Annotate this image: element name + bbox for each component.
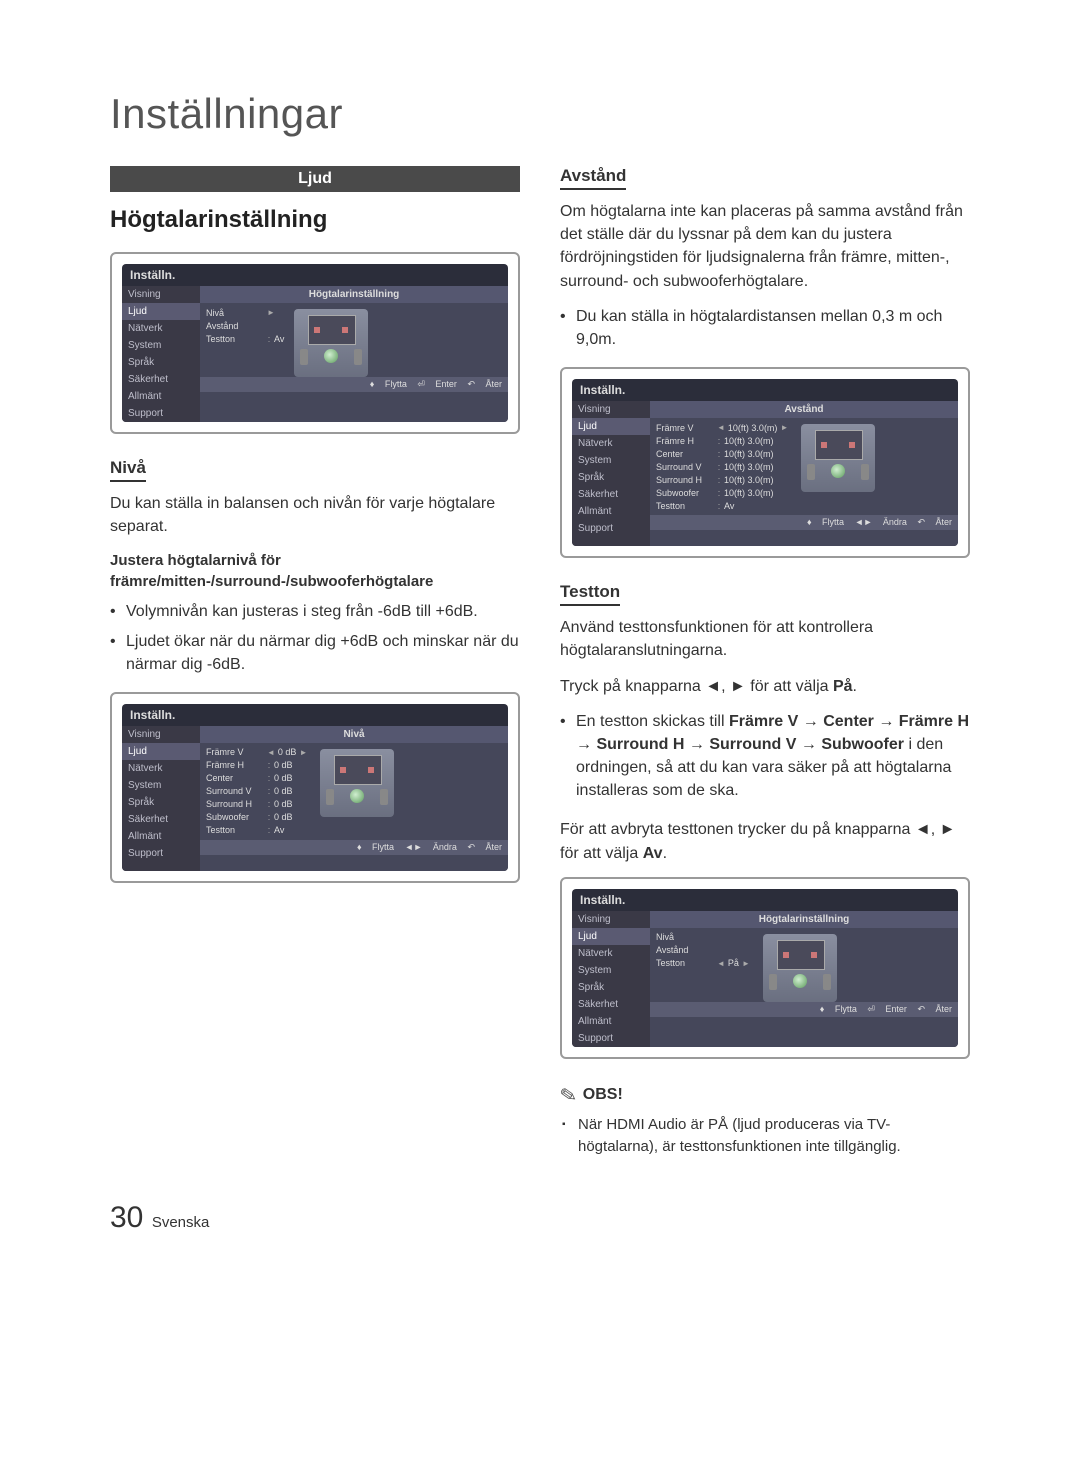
two-column-layout: Ljud Högtalarinställning Inställn. Visni… [110,166,970,1157]
mock-brand: Inställn. [122,264,508,286]
heading-testton: Testton [560,582,620,606]
sidebar-item: Allmänt [122,388,200,405]
testton-intro: Använd testtonsfunktionen för att kontro… [560,616,970,662]
page-number: 30 [110,1201,143,1234]
mock-footer: ♦ Flytta ⏎ Enter ↶ Åter [200,377,508,392]
list-item: Volymnivån kan justeras i steg från -6dB… [110,600,520,623]
speaker-layout-icon [801,424,875,492]
niva-bullets: Volymnivån kan justeras i steg från -6dB… [110,600,520,676]
mock-row-label: Nivå [206,308,264,318]
mock-sidebar: Visning Ljud Nätverk System Språk Säkerh… [122,726,200,871]
mock-panel-header: Nivå [200,726,508,743]
sidebar-item-active: Ljud [122,303,200,320]
heading-niva: Nivå [110,458,146,482]
mock-row-label: Avstånd [206,321,264,331]
list-item: Du kan ställa in högtalardistansen mella… [560,305,970,351]
testton-bullets: En testton skickas till Främre V → Cente… [560,710,970,803]
note-icon: ✎ [558,1082,579,1110]
obs-list: När HDMI Audio är PÅ (ljud produceras vi… [560,1114,970,1158]
niva-intro: Du kan ställa in balansen och nivån för … [110,492,520,538]
avstand-intro: Om högtalarna inte kan placeras på samma… [560,200,970,293]
right-column: Avstånd Om högtalarna inte kan placeras … [560,166,970,1157]
sidebar-item: Nätverk [122,320,200,337]
testton-cancel: För att avbryta testtonen trycker du på … [560,818,970,864]
niva-bold-instruction: Justera högtalarnivå för främre/mitten-/… [110,550,520,592]
sidebar-item: Språk [122,354,200,371]
heading-hogtalarinstallning: Högtalarinställning [110,206,520,234]
page-title: Inställningar [110,90,970,138]
sidebar-item: Support [122,405,200,422]
left-column: Ljud Högtalarinställning Inställn. Visni… [110,166,520,1157]
mock-brand: Inställn. [122,704,508,726]
speaker-layout-icon [294,309,368,377]
speaker-layout-icon [320,749,394,817]
obs-label: OBS! [583,1086,623,1104]
mock-footer: ♦ Flytta ◄► Ändra ↶ Åter [200,840,508,855]
speaker-layout-icon [763,934,837,1002]
sidebar-item: Visning [122,286,200,303]
mock-panel-header: Högtalarinställning [200,286,508,303]
list-item: När HDMI Audio är PÅ (ljud produceras vi… [560,1114,970,1158]
section-bar-ljud: Ljud [110,166,520,192]
screenshot-avstand: Inställn. Visning Ljud Nätverk System Sp… [560,367,970,558]
heading-avstand: Avstånd [560,166,626,190]
sidebar-item: Säkerhet [122,371,200,388]
obs-heading: ✎ OBS! [560,1083,970,1108]
list-item: En testton skickas till Främre V → Cente… [560,710,970,803]
mock-row-label: Testton [206,334,264,344]
page-language: Svenska [152,1214,210,1231]
avstand-bullets: Du kan ställa in högtalardistansen mella… [560,305,970,351]
testton-press: Tryck på knapparna ◄, ► för att välja På… [560,675,970,698]
list-item: Ljudet ökar när du närmar dig +6dB och m… [110,630,520,676]
sidebar-item: System [122,337,200,354]
page-footer: 30 Svenska [110,1201,970,1235]
chevron-right-icon: ► [264,308,278,317]
mock-sidebar: Visning Ljud Nätverk System Språk Säkerh… [122,286,200,422]
screenshot-speaker-settings: Inställn. Visning Ljud Nätverk System Sp… [110,252,520,434]
screenshot-niva: Inställn. Visning Ljud Nätverk System Sp… [110,692,520,883]
screenshot-testton: Inställn. Visning Ljud Nätverk System Sp… [560,877,970,1059]
mock-row-value: Av [274,334,284,344]
